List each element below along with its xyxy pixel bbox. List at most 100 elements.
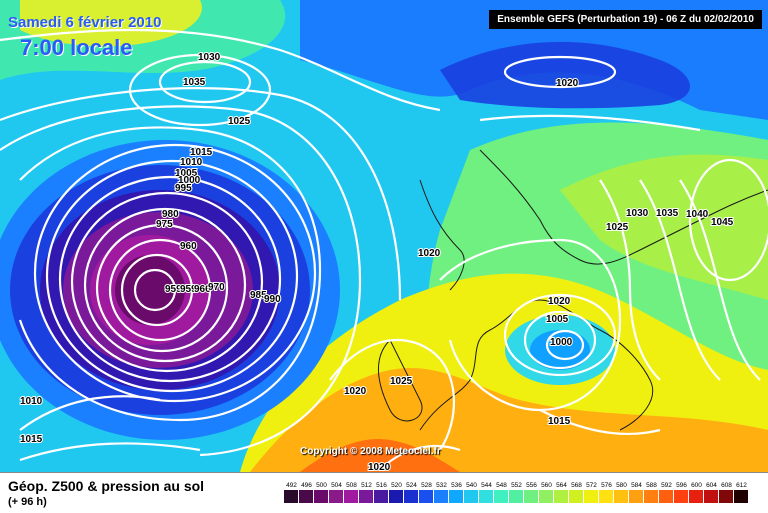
isobar-label: 1000 — [178, 175, 201, 186]
isobar-label: 970 — [208, 282, 225, 293]
band-greenland-yellow — [20, 0, 202, 47]
italy-low-blue — [530, 330, 590, 370]
scale-swatch — [494, 490, 508, 503]
isobar-label: 1025 — [390, 376, 413, 387]
isobar-label: 960 — [180, 241, 197, 252]
scale-swatch — [524, 490, 538, 503]
scale-tick-label: 520 — [391, 482, 402, 489]
isobar-label-layer: 1030 1035 1025 1015 1010 1005 1000 995 9… — [19, 51, 735, 472]
scale-swatch — [449, 490, 463, 503]
scale-tick-label: 568 — [571, 482, 582, 489]
isobar-label: 1030 — [198, 52, 221, 63]
scale-swatch — [569, 490, 583, 503]
scale-swatch — [629, 490, 643, 503]
isobar-label: 959 — [180, 284, 197, 295]
scale-tick-label: 512 — [361, 482, 372, 489]
isobar-label: 959 — [165, 284, 182, 295]
isobar-label: 1015 — [190, 147, 213, 158]
scale-tick-label: 560 — [541, 482, 552, 489]
scale-tick-label: 580 — [616, 482, 627, 489]
scale-swatch — [509, 490, 523, 503]
scale-tick-label: 552 — [511, 482, 522, 489]
scale-tick-label: 528 — [421, 482, 432, 489]
scale-swatch — [314, 490, 328, 503]
scale-swatch — [284, 490, 298, 503]
scale-tick-label: 508 — [346, 482, 357, 489]
isobar-label: 1020 — [556, 78, 579, 89]
color-scale-legend: 492 496 500 504 508 512 516 520 524 528 532 536 540 5… — [284, 482, 748, 503]
scale-swatch — [659, 490, 673, 503]
scale-swatch — [584, 490, 598, 503]
isobar-label: 1010 — [20, 396, 43, 407]
scale-swatch — [434, 490, 448, 503]
scale-swatch — [374, 490, 388, 503]
scale-tick-label: 556 — [526, 482, 537, 489]
scale-tick-label: 492 — [286, 482, 297, 489]
scale-tick-label: 536 — [451, 482, 462, 489]
scale-tick-label: 500 — [316, 482, 327, 489]
scale-swatch — [734, 490, 748, 503]
isobar-label: 1020 — [418, 248, 441, 259]
scale-tick-label: 612 — [736, 482, 747, 489]
isobar-label: 1025 — [606, 222, 629, 233]
model-run-info: Ensemble GEFS (Perturbation 19) - 06 Z d… — [489, 10, 762, 29]
coastline-europe — [377, 149, 768, 431]
isobar-label: 1015 — [20, 434, 43, 445]
isobar-label: 1030 — [626, 208, 649, 219]
scale-tick-label: 584 — [631, 482, 642, 489]
scale-tick-label: 572 — [586, 482, 597, 489]
isobar-label: 1005 — [175, 168, 198, 179]
scale-swatch — [419, 490, 433, 503]
isobar-label: 1035 — [183, 77, 206, 88]
scale-tick-label: 588 — [646, 482, 657, 489]
scale-swatch — [614, 490, 628, 503]
scale-tick-label: 516 — [376, 482, 387, 489]
low-ring-6 — [115, 255, 185, 325]
scale-swatch — [299, 490, 313, 503]
isobar-label: 1045 — [711, 217, 734, 228]
band-east-yellowgreen — [560, 154, 768, 300]
scale-swatch — [719, 490, 733, 503]
scale-tick-label: 496 — [301, 482, 312, 489]
scale-swatch — [404, 490, 418, 503]
isobar-label: 990 — [264, 294, 281, 305]
scale-swatch — [689, 490, 703, 503]
isobar-label: 1020 — [344, 386, 367, 397]
isobar-label: 1040 — [686, 209, 709, 220]
scale-swatch — [704, 490, 718, 503]
isobar-label: 1010 — [180, 157, 203, 168]
scale-swatch — [479, 490, 493, 503]
footer-subtitle: (+ 96 h) — [8, 496, 47, 508]
isobar-label: 966 — [194, 284, 211, 295]
scale-swatch — [554, 490, 568, 503]
isobar-label: 1025 — [228, 116, 251, 127]
scale-tick-label: 540 — [466, 482, 477, 489]
scale-tick-label: 592 — [661, 482, 672, 489]
isobar-label: 1035 — [656, 208, 679, 219]
isobar-label: 975 — [156, 219, 173, 230]
scale-swatch — [389, 490, 403, 503]
scale-swatch — [644, 490, 658, 503]
scale-swatch — [674, 490, 688, 503]
scale-swatch — [599, 490, 613, 503]
scale-tick-label: 544 — [481, 482, 492, 489]
isobar-label: 1020 — [368, 462, 391, 472]
band-north-deepblue — [440, 41, 690, 109]
scale-tick-label: 504 — [331, 482, 342, 489]
scale-tick-label: 600 — [691, 482, 702, 489]
isobar-lines — [0, 28, 768, 471]
scale-tick-label: 532 — [436, 482, 447, 489]
scale-tick-label: 524 — [406, 482, 417, 489]
scale-swatch — [464, 490, 478, 503]
scale-tick-label: 548 — [496, 482, 507, 489]
isobar-label: 995 — [175, 183, 192, 194]
forecast-date: Samedi 6 février 2010 — [8, 14, 162, 31]
scale-swatch — [359, 490, 373, 503]
scale-tick-label: 596 — [676, 482, 687, 489]
isobar-label: 985 — [250, 290, 267, 301]
scale-swatch — [329, 490, 343, 503]
scale-swatch — [539, 490, 553, 503]
scale-tick-label: 604 — [706, 482, 717, 489]
isobar-label: 1005 — [546, 314, 569, 325]
scale-tick-label: 608 — [721, 482, 732, 489]
